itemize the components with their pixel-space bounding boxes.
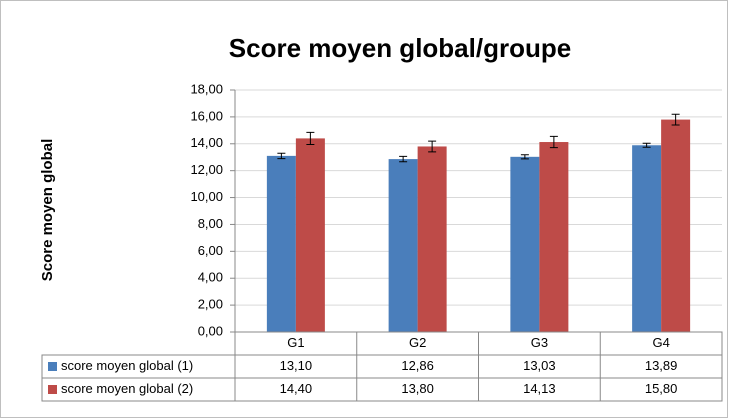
error-bar: [671, 113, 680, 126]
error-bar: [549, 135, 558, 149]
data-table-value: 13,80: [401, 381, 434, 396]
y-tick-label: 10,00: [190, 189, 223, 204]
data-table-value: 13,89: [645, 358, 678, 373]
legend-label: score moyen global (2): [61, 381, 193, 396]
legend-label: score moyen global (1): [61, 358, 193, 373]
bar: [388, 159, 418, 332]
data-table-value: 15,80: [645, 381, 678, 396]
error-bar: [277, 152, 286, 160]
legend-swatch: [48, 385, 57, 394]
y-tick-label: 0,00: [198, 323, 223, 338]
data-table-value: 13,10: [280, 358, 313, 373]
y-tick-label: 16,00: [190, 108, 223, 123]
x-tick-label: G2: [409, 335, 426, 350]
y-tick-label: 12,00: [190, 162, 223, 177]
data-table-value: 14,13: [523, 381, 556, 396]
chart-title: Score moyen global/groupe: [229, 33, 571, 63]
bar: [266, 155, 296, 332]
y-tick-label: 8,00: [198, 216, 223, 231]
error-bar: [520, 154, 529, 160]
data-table-value: 14,40: [280, 381, 313, 396]
y-tick-label: 6,00: [198, 243, 223, 258]
y-tick-label: 18,00: [190, 81, 223, 96]
data-table-value: 13,03: [523, 358, 556, 373]
error-bar: [306, 131, 315, 145]
bar: [510, 156, 540, 332]
legend-swatch: [48, 362, 57, 371]
error-bar: [642, 142, 651, 148]
error-bar: [399, 155, 408, 163]
bar: [632, 145, 662, 332]
bar: [661, 119, 691, 332]
data-table-value: 12,86: [401, 358, 434, 373]
y-axis-title: Score moyen global: [39, 139, 56, 282]
y-tick-label: 4,00: [198, 270, 223, 285]
bar: [539, 142, 569, 332]
bar: [417, 146, 447, 332]
y-tick-label: 2,00: [198, 297, 223, 312]
bar: [295, 138, 325, 332]
x-tick-label: G3: [531, 335, 548, 350]
y-tick-label: 14,00: [190, 135, 223, 150]
error-bar: [428, 140, 437, 153]
x-tick-label: G1: [287, 335, 304, 350]
x-tick-label: G4: [652, 335, 669, 350]
